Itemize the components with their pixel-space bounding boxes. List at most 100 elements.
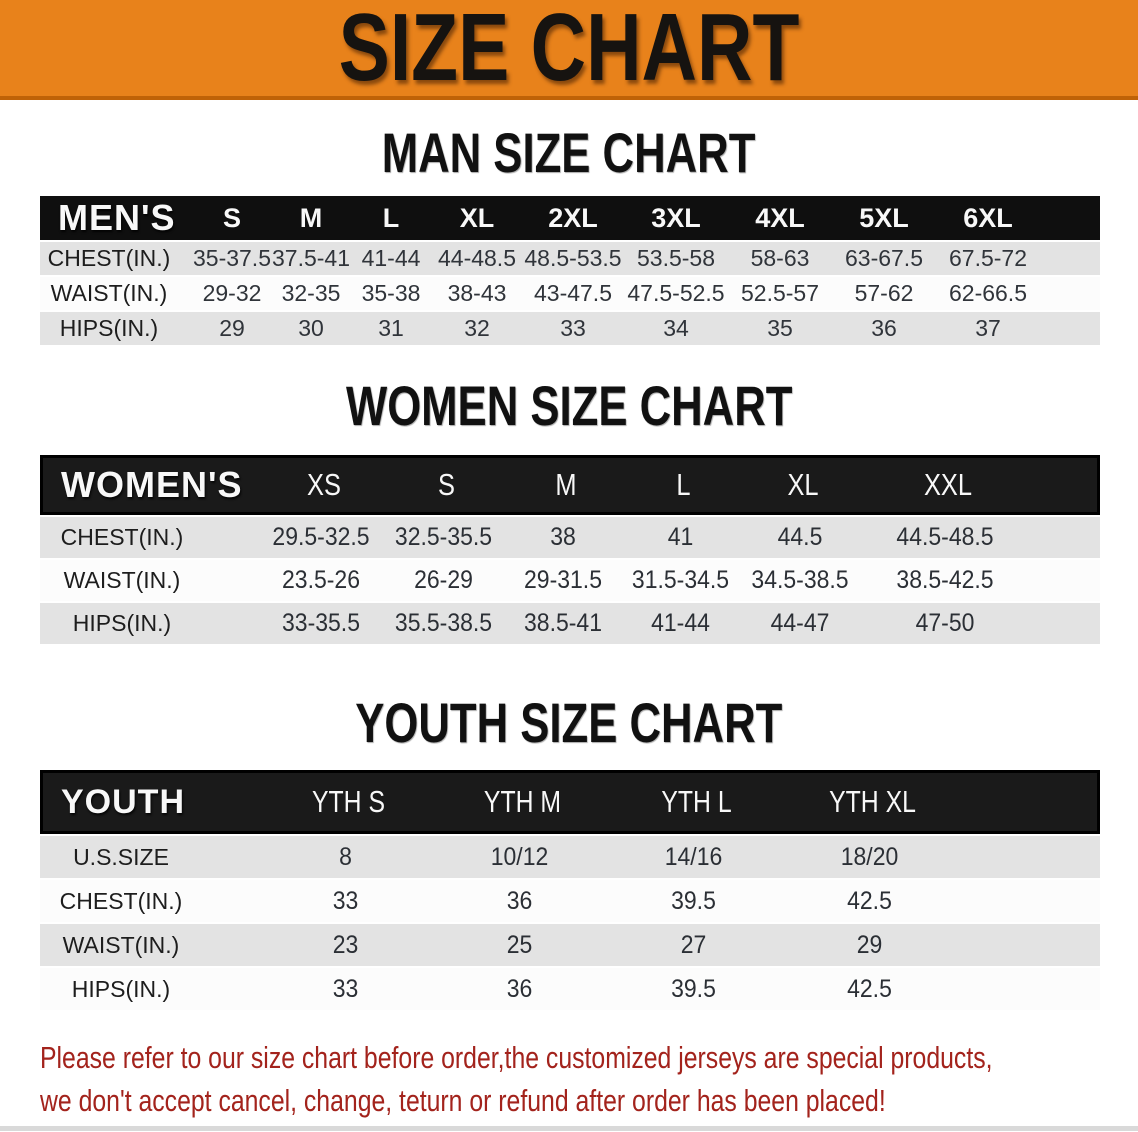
men-section: MAN SIZE CHART MEN'S S M L XL 2XL 3XL 4X… [0, 121, 1138, 345]
men-chest-3xl: 53.5-58 [636, 245, 715, 271]
women-table-title: WOMEN'S [61, 464, 243, 505]
women-section: WOMEN SIZE CHART WOMEN'S XS S M L XL XXL… [0, 374, 1138, 644]
men-col-l: L [382, 202, 400, 233]
women-hips-xl: 44-47 [770, 609, 830, 637]
women-hips-m: 38.5-41 [523, 609, 602, 637]
women-waist-row: WAIST(IN.) 23.5-26 26-29 29-31.5 31.5-34… [40, 560, 1100, 601]
youth-header-spacer [961, 773, 1097, 831]
women-size-table: WOMEN'S XS S M L XL XXL CHEST(IN.) 29.5-… [40, 455, 1100, 644]
men-col-6xl: 6XL [963, 202, 1013, 233]
women-row-spacer [1030, 560, 1100, 601]
banner: SIZE CHART [0, 0, 1138, 100]
youth-hips-s: 33 [332, 974, 359, 1003]
women-hips-label: HIPS(IN.) [72, 610, 172, 636]
youth-ussize-label: U.S.SIZE [73, 843, 169, 870]
men-hips-row: HIPS(IN.) 29 30 31 32 33 34 35 36 37 [40, 312, 1100, 345]
youth-waist-l: 27 [680, 930, 707, 959]
youth-waist-label: WAIST(IN.) [62, 931, 180, 958]
men-header-spacer [1040, 196, 1100, 240]
disclaimer-line-1-text: Please refer to our size chart before or… [40, 1040, 993, 1075]
men-col-xl: XL [459, 202, 495, 233]
women-waist-xs: 23.5-26 [281, 566, 360, 594]
men-chest-s: 35-37.5 [192, 245, 271, 271]
youth-col-m: YTH M [483, 784, 562, 819]
youth-row-spacer [958, 836, 1100, 878]
men-waist-6xl: 62-66.5 [948, 280, 1027, 306]
men-waist-5xl: 57-62 [854, 280, 914, 306]
men-row-spacer [1040, 242, 1100, 275]
men-heading-text: MAN SIZE CHART [382, 120, 756, 184]
men-chest-4xl: 58-63 [750, 245, 810, 271]
men-chest-2xl: 48.5-53.5 [524, 245, 622, 271]
men-chest-l: 41-44 [361, 245, 421, 271]
men-size-table: MEN'S S M L XL 2XL 3XL 4XL 5XL 6XL CHEST… [40, 196, 1100, 345]
men-row-spacer [1040, 277, 1100, 310]
men-hips-4xl: 35 [767, 315, 793, 341]
disclaimer-note: Please refer to our size chart before or… [0, 1036, 1138, 1122]
youth-chest-xl: 42.5 [847, 886, 892, 915]
men-section-heading: MAN SIZE CHART [0, 121, 1138, 184]
youth-hips-m: 36 [506, 974, 533, 1003]
women-header-spacer [1033, 458, 1097, 512]
men-hips-l: 31 [378, 315, 404, 341]
men-waist-s: 29-32 [202, 280, 262, 306]
men-chest-label: CHEST(IN.) [47, 245, 171, 271]
men-hips-s: 29 [219, 315, 245, 341]
women-hips-s: 35.5-38.5 [394, 609, 493, 637]
women-waist-s: 26-29 [414, 566, 473, 594]
women-chest-l: 41 [667, 523, 694, 551]
women-waist-xxl: 38.5-42.5 [896, 566, 994, 594]
women-col-xxl: XXL [923, 467, 973, 502]
men-hips-6xl: 37 [975, 315, 1001, 341]
women-chest-m: 38 [550, 523, 576, 551]
women-hips-xxl: 47-50 [915, 609, 975, 637]
women-hips-row: HIPS(IN.) 33-35.5 35.5-38.5 38.5-41 41-4… [40, 603, 1100, 644]
women-chest-xxl: 44.5-48.5 [896, 523, 994, 551]
youth-waist-row: WAIST(IN.) 23 25 27 29 [40, 924, 1100, 966]
men-col-4xl: 4XL [755, 202, 805, 233]
women-chest-xs: 29.5-32.5 [272, 523, 370, 551]
men-table-title: MEN'S [58, 197, 176, 238]
youth-row-spacer [958, 924, 1100, 966]
men-chest-xl: 44-48.5 [437, 245, 516, 271]
women-col-xs: XS [307, 467, 341, 502]
women-table-header-row: WOMEN'S XS S M L XL XXL [40, 455, 1100, 515]
youth-row-spacer [958, 968, 1100, 1010]
men-row-spacer [1040, 312, 1100, 345]
men-hips-3xl: 34 [663, 315, 689, 341]
women-waist-m: 29-31.5 [523, 566, 602, 594]
men-hips-xl: 32 [464, 315, 490, 341]
disclaimer-line-1: Please refer to our size chart before or… [40, 1036, 1138, 1079]
women-row-spacer [1030, 603, 1100, 644]
youth-hips-l: 39.5 [671, 974, 716, 1003]
men-waist-3xl: 47.5-52.5 [627, 280, 725, 306]
disclaimer-line-2-text: we don't accept cancel, change, teturn o… [40, 1083, 886, 1118]
men-waist-4xl: 52.5-57 [740, 280, 819, 306]
youth-col-s: YTH S [311, 784, 386, 819]
youth-chest-label: CHEST(IN.) [59, 887, 183, 914]
youth-hips-row: HIPS(IN.) 33 36 39.5 42.5 [40, 968, 1100, 1010]
men-col-m: M [299, 202, 323, 233]
page-title: SIZE CHART [338, 0, 800, 101]
youth-ussize-l: 14/16 [664, 842, 723, 871]
men-col-3xl: 3XL [651, 202, 701, 233]
men-table-header-row: MEN'S S M L XL 2XL 3XL 4XL 5XL 6XL [40, 196, 1100, 240]
youth-ussize-s: 8 [339, 842, 352, 871]
youth-chest-m: 36 [506, 886, 533, 915]
women-chest-xl: 44.5 [777, 523, 823, 551]
women-chest-label: CHEST(IN.) [60, 524, 184, 550]
youth-section: YOUTH SIZE CHART YOUTH YTH S YTH M YTH L… [0, 691, 1138, 1010]
men-waist-label: WAIST(IN.) [50, 280, 168, 306]
men-hips-5xl: 36 [871, 315, 897, 341]
youth-ussize-row: U.S.SIZE 8 10/12 14/16 18/20 [40, 836, 1100, 878]
youth-waist-m: 25 [506, 930, 533, 959]
women-col-xl: XL [787, 467, 819, 502]
men-chest-5xl: 63-67.5 [844, 245, 923, 271]
youth-table-header-row: YOUTH YTH S YTH M YTH L YTH XL [40, 770, 1100, 834]
men-waist-l: 35-38 [361, 280, 421, 306]
men-waist-m: 32-35 [281, 280, 341, 306]
men-col-2xl: 2XL [548, 202, 598, 233]
men-waist-xl: 38-43 [447, 280, 507, 306]
women-row-spacer [1030, 517, 1100, 558]
